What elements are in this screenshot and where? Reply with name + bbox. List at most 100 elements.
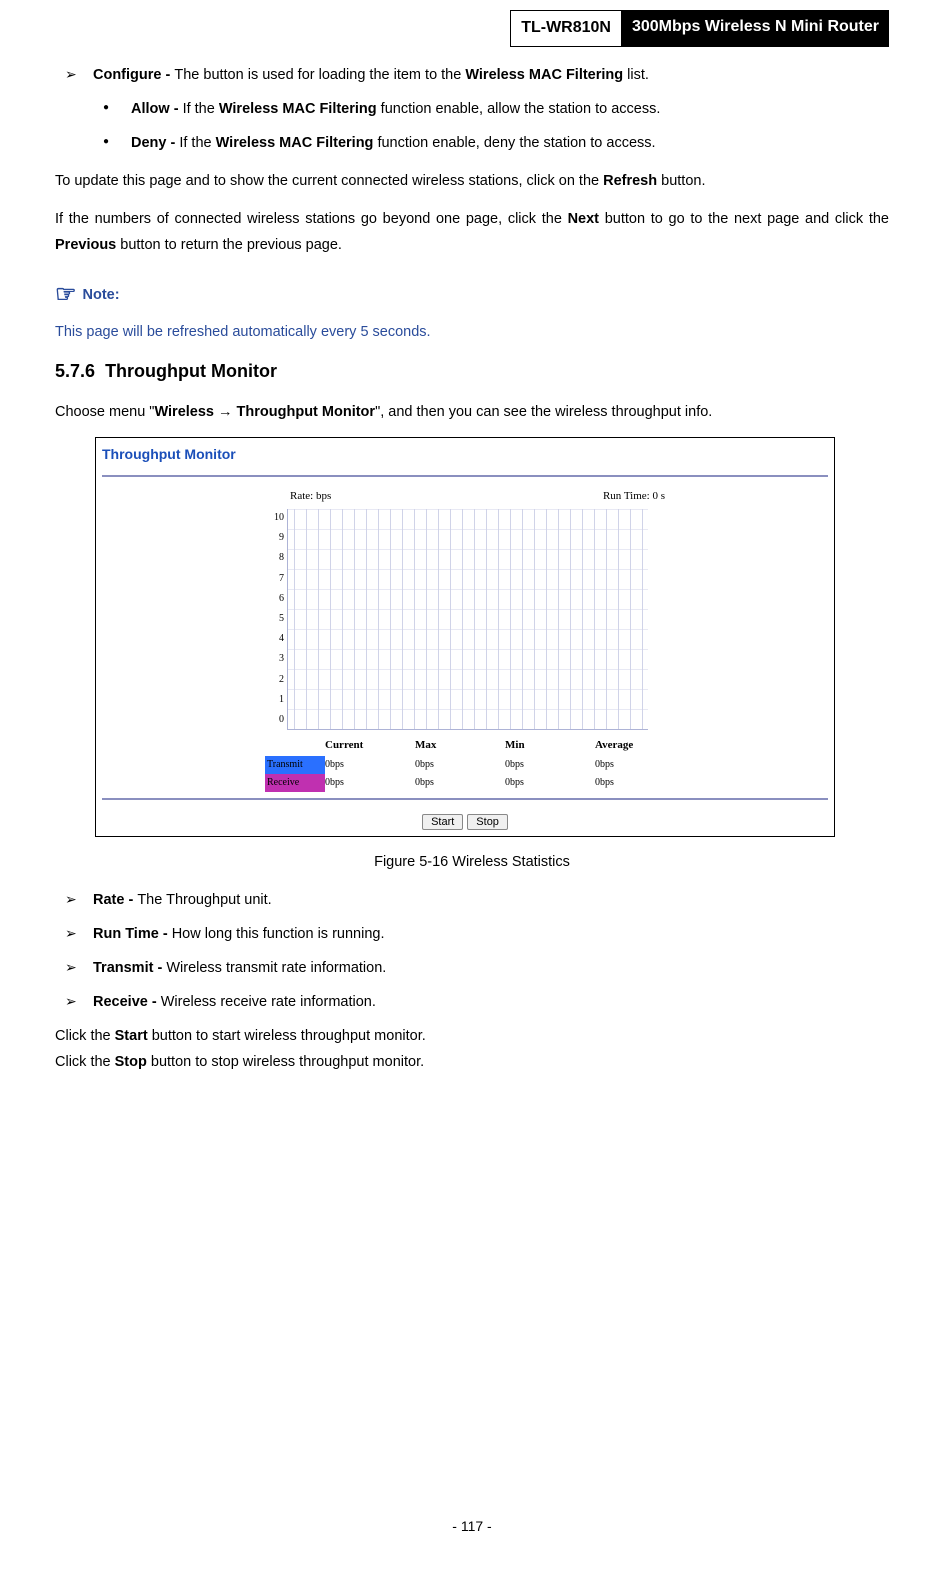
refresh-after: button. — [657, 173, 705, 189]
configure-text-before: The button is used for loading the item … — [174, 67, 465, 83]
start-after: button to start wireless throughput moni… — [148, 1028, 426, 1044]
y-tick: 10 — [274, 509, 284, 527]
next-before: If the numbers of connected wireless sta… — [55, 211, 568, 227]
configure-line: Configure - The button is used for loadi… — [93, 62, 649, 88]
chart-top-labels: Rate: bps Run Time: 0 s — [290, 487, 665, 507]
start-button[interactable]: Start — [422, 814, 463, 830]
bullet-rate: ➢ Rate - The Throughput unit. — [65, 887, 889, 913]
transmit-line: Transmit - Wireless transmit rate inform… — [93, 955, 386, 981]
transmit-def-text: Wireless transmit rate information. — [166, 960, 386, 976]
legend-hdr-max: Max — [415, 736, 505, 756]
choose-bold1: Wireless — [154, 404, 214, 420]
receive-line: Receive - Wireless receive rate informat… — [93, 989, 376, 1015]
legend-hdr-min: Min — [505, 736, 595, 756]
runtime-def-text: How long this function is running. — [172, 926, 385, 942]
configure-bold: Wireless MAC Filtering — [465, 67, 623, 83]
stop-button[interactable]: Stop — [467, 814, 508, 830]
receive-max: 0bps — [415, 774, 505, 792]
stop-before: Click the — [55, 1054, 115, 1070]
start-instruction: Click the Start button to start wireless… — [55, 1023, 889, 1049]
triangle-bullet-icon: ➢ — [65, 955, 93, 981]
chart-area: Rate: bps Run Time: 0 s 0 1 2 3 4 5 6 7 — [265, 487, 665, 792]
bullet-configure: ➢ Configure - The button is used for loa… — [65, 62, 889, 88]
page-container: TL-WR810N 300Mbps Wireless N Mini Router… — [0, 0, 944, 1569]
stop-bold: Stop — [115, 1054, 147, 1070]
y-tick: 0 — [279, 711, 284, 729]
rate-def-label: Rate - — [93, 892, 137, 908]
bullet-transmit: ➢ Transmit - Wireless transmit rate info… — [65, 955, 889, 981]
allow-label: Allow - — [131, 101, 183, 117]
start-bold: Start — [115, 1028, 148, 1044]
choose-after: ", and then you can see the wireless thr… — [375, 404, 712, 420]
allow-line: Allow - If the Wireless MAC Filtering fu… — [131, 96, 660, 122]
body-content: ➢ Configure - The button is used for loa… — [55, 62, 889, 1076]
choose-bold2: Throughput Monitor — [237, 404, 376, 420]
legend-table: Current Max Min Average Transmit 0bps 0b… — [265, 736, 665, 792]
y-tick: 6 — [279, 590, 284, 608]
y-axis: 0 1 2 3 4 5 6 7 8 9 10 — [265, 509, 287, 729]
legend-hdr-current: Current — [325, 736, 415, 756]
figure-divider — [102, 798, 828, 800]
transmit-current: 0bps — [325, 756, 415, 774]
figure-caption: Figure 5-16 Wireless Statistics — [55, 849, 889, 875]
receive-current: 0bps — [325, 774, 415, 792]
chart-grid: 0 1 2 3 4 5 6 7 8 9 10 — [265, 509, 665, 730]
runtime-label: Run Time: 0 s — [603, 487, 665, 507]
para-refresh: To update this page and to show the curr… — [55, 168, 889, 194]
deny-text-after: function enable, deny the station to acc… — [373, 135, 655, 151]
transmit-max: 0bps — [415, 756, 505, 774]
para-next: If the numbers of connected wireless sta… — [55, 206, 889, 258]
bullet-receive: ➢ Receive - Wireless receive rate inform… — [65, 989, 889, 1015]
next-after: button to return the previous page. — [116, 237, 342, 253]
configure-text-after: list. — [623, 67, 649, 83]
chart-plot-area — [287, 509, 648, 730]
hand-point-icon: ☞ — [55, 273, 77, 316]
figure-divider — [102, 475, 828, 477]
y-tick: 4 — [279, 630, 284, 648]
allow-bold: Wireless MAC Filtering — [219, 101, 377, 117]
dot-bullet-icon: ● — [103, 96, 131, 122]
allow-text-before: If the — [183, 101, 219, 117]
section-title: Throughput Monitor — [105, 361, 277, 381]
receive-row-label: Receive — [265, 774, 325, 792]
figure-panel-title: Throughput Monitor — [96, 438, 834, 469]
refresh-before: To update this page and to show the curr… — [55, 173, 603, 189]
bullet-runtime: ➢ Run Time - How long this function is r… — [65, 921, 889, 947]
receive-def-label: Receive - — [93, 994, 161, 1010]
receive-def-text: Wireless receive rate information. — [161, 994, 376, 1010]
receive-min: 0bps — [505, 774, 595, 792]
bullet-deny: ● Deny - If the Wireless MAC Filtering f… — [103, 130, 889, 156]
model-label: TL-WR810N — [510, 10, 622, 47]
section-heading: 5.7.6 Throughput Monitor — [55, 355, 889, 387]
stop-instruction: Click the Stop button to stop wireless t… — [55, 1049, 889, 1075]
throughput-monitor-figure: Throughput Monitor Rate: bps Run Time: 0… — [95, 437, 835, 837]
y-tick: 1 — [279, 691, 284, 709]
transmit-min: 0bps — [505, 756, 595, 774]
y-tick: 2 — [279, 671, 284, 689]
refresh-bold: Refresh — [603, 173, 657, 189]
next-bold1: Next — [568, 211, 599, 227]
transmit-avg: 0bps — [595, 756, 685, 774]
choose-before: Choose menu " — [55, 404, 154, 420]
note-label-text: Note: — [83, 282, 120, 308]
arrow-icon: → — [214, 404, 237, 420]
y-tick: 3 — [279, 650, 284, 668]
figure-button-row: Start Stop — [96, 810, 834, 836]
runtime-def-label: Run Time - — [93, 926, 172, 942]
bullet-allow: ● Allow - If the Wireless MAC Filtering … — [103, 96, 889, 122]
legend-hdr-avg: Average — [595, 736, 685, 756]
section-number: 5.7.6 — [55, 361, 95, 381]
transmit-def-label: Transmit - — [93, 960, 166, 976]
triangle-bullet-icon: ➢ — [65, 921, 93, 947]
triangle-bullet-icon: ➢ — [65, 62, 93, 88]
deny-label: Deny - — [131, 135, 179, 151]
y-tick: 7 — [279, 570, 284, 588]
note-heading: ☞ Note: — [55, 273, 889, 316]
receive-avg: 0bps — [595, 774, 685, 792]
y-tick: 5 — [279, 610, 284, 628]
product-title: 300Mbps Wireless N Mini Router — [622, 10, 889, 47]
rate-line: Rate - The Throughput unit. — [93, 887, 272, 913]
transmit-row-label: Transmit — [265, 756, 325, 774]
para-choose-menu: Choose menu "Wireless → Throughput Monit… — [55, 399, 889, 425]
y-tick: 8 — [279, 549, 284, 567]
